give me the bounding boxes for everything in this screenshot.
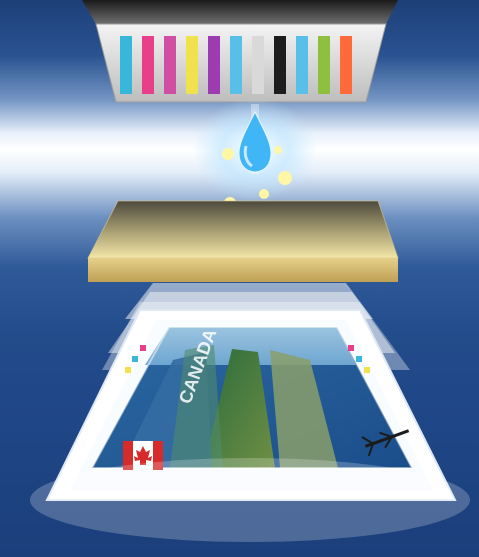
printed-sheet [45, 309, 457, 501]
print-head [82, 0, 398, 103]
canada-flag [123, 441, 163, 470]
photo-panel [90, 326, 414, 469]
top-slab [87, 200, 399, 282]
airplane-icon [361, 429, 410, 457]
ink-nozzles [120, 36, 352, 94]
ink-droplet [193, 98, 317, 209]
color-bars [125, 345, 370, 373]
base-glow [30, 458, 470, 542]
